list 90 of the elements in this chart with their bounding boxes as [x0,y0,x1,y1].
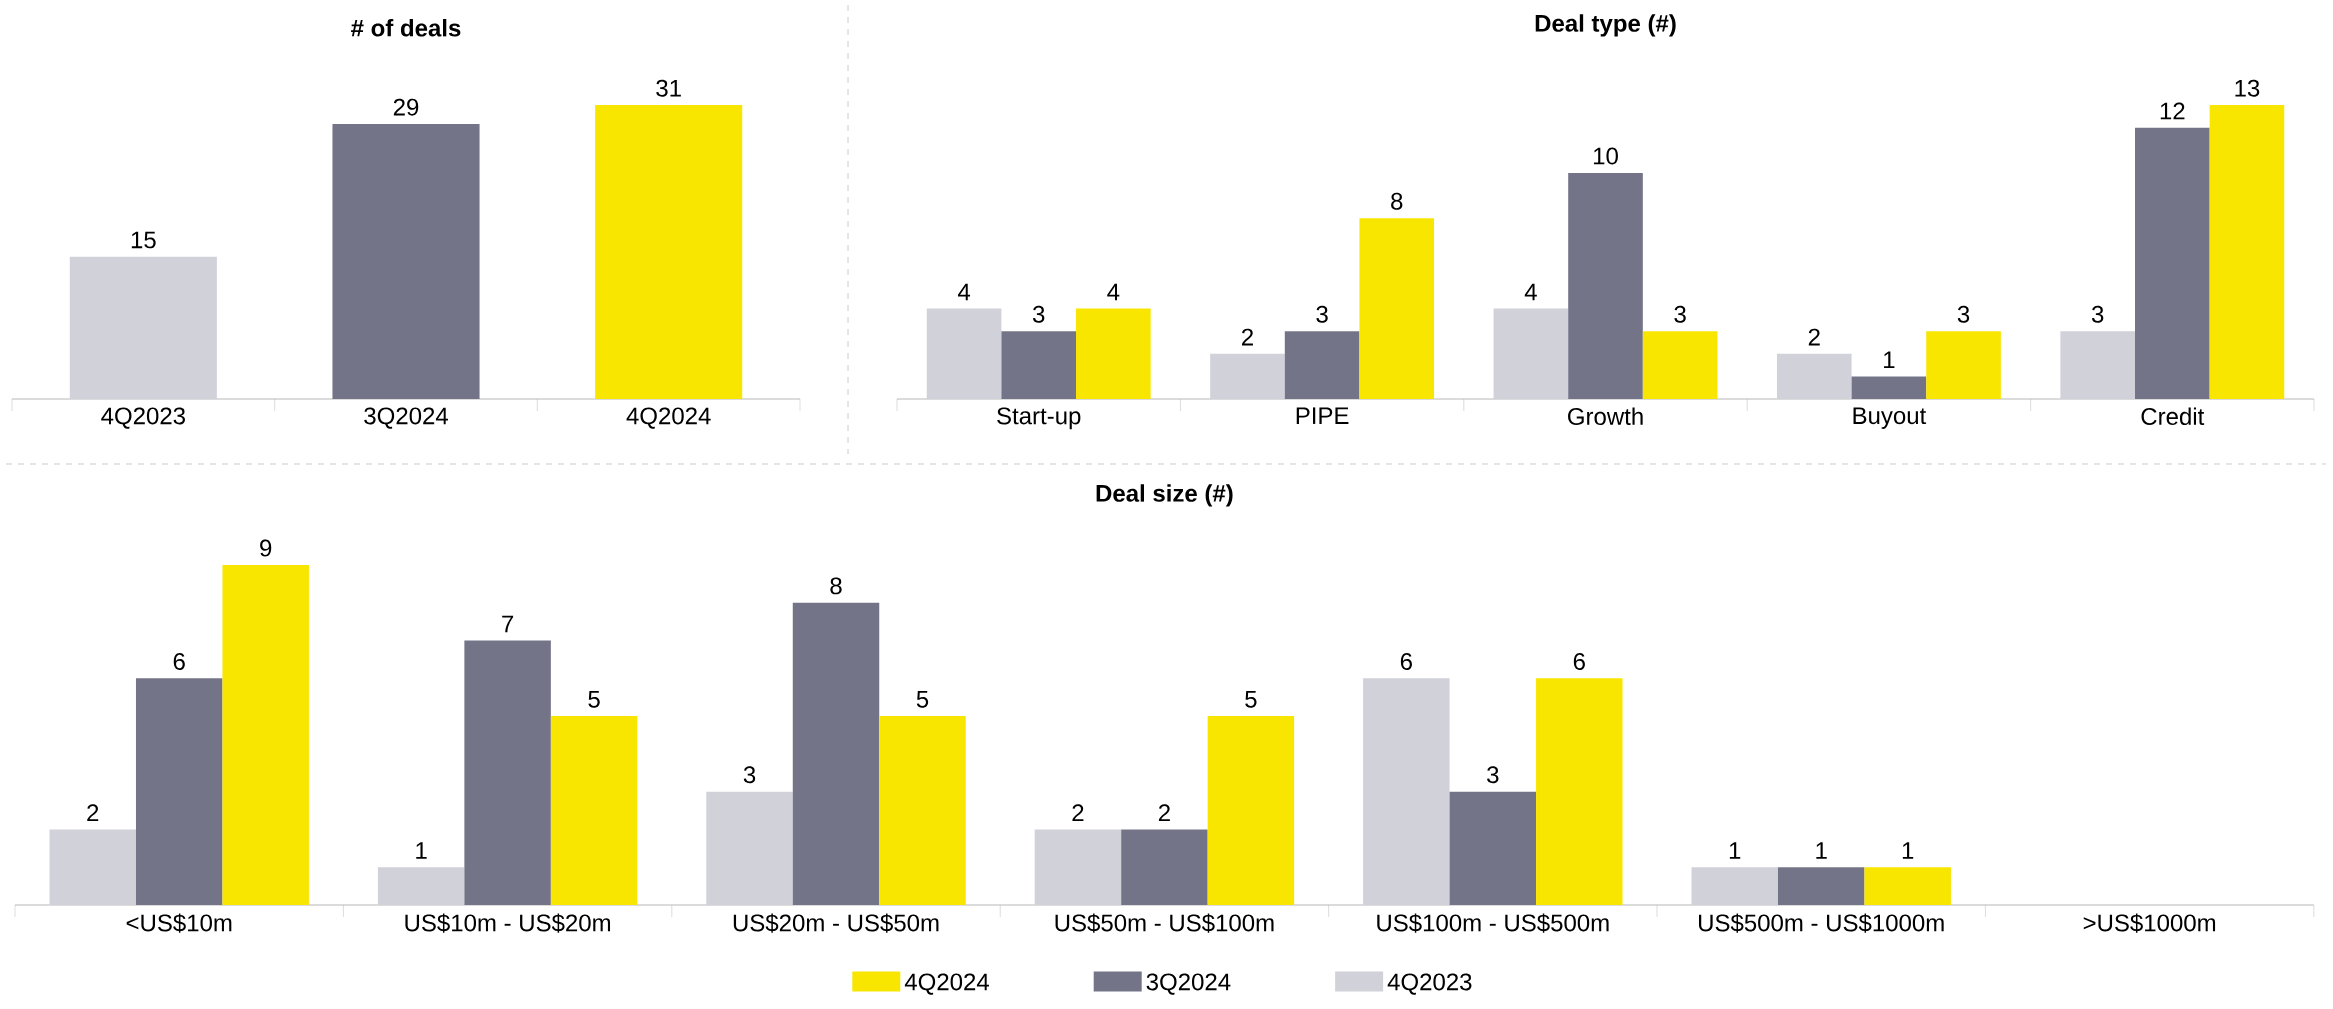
data-label: 3 [1316,305,1328,323]
bar [1691,867,1778,905]
bar [1776,353,1852,399]
data-label: 13 [2235,79,2260,97]
bar [135,678,223,905]
x-tick-label: PIPE [1296,407,1349,424]
bar [1121,829,1208,905]
x-tick-label: 4Q2024 [626,407,711,429]
data-label: 5 [916,690,929,708]
x-tick-label: US$10m - US$20m [405,913,611,933]
bar [1777,867,1865,905]
bar [1284,331,1360,399]
bar [1493,308,1569,399]
legend-label: 3Q2024 [1146,973,1231,995]
data-label: 6 [1573,652,1585,670]
data-label: 12 [2160,102,2185,120]
x-tick-label: 4Q2023 [101,407,185,429]
bar [1076,308,1151,399]
bar [2135,127,2210,399]
bar [550,716,638,905]
data-label: 3 [1487,766,1499,784]
x-tick-label: US$20m - US$50m [733,913,939,933]
bar [1536,678,1623,905]
bar [1864,867,1951,905]
chart-title: # of deals [351,18,461,37]
bar [706,791,793,905]
bar [377,867,465,905]
chart-title: Deal type (#) [1535,14,1676,37]
bar [1642,331,1718,399]
data-label: 5 [1245,690,1257,708]
data-label: 10 [1593,147,1618,165]
data-label: 6 [1400,652,1412,670]
bar [464,640,551,905]
bar [1034,829,1122,905]
x-tick-label: US$500m - US$1000m [1699,913,1944,933]
data-label: 3 [1674,305,1686,323]
data-label: 8 [1391,192,1403,210]
bar [792,602,880,905]
data-label: 8 [830,577,842,595]
data-label: 1 [1816,842,1827,859]
data-label: 3 [1957,305,1970,323]
data-label: 3 [2091,305,2104,323]
data-label: 1 [416,842,427,859]
data-label: 7 [502,615,514,633]
bar [1363,678,1450,905]
data-label: 2 [1242,328,1253,346]
x-tick-label: Growth [1568,407,1643,426]
data-label: 2 [1072,804,1084,822]
data-label: 6 [173,652,185,670]
bar [926,308,1002,399]
data-label: 5 [588,690,600,708]
data-label: 4 [957,283,971,301]
bar [1568,172,1643,399]
data-label: 4 [1107,283,1120,301]
data-label: 15 [131,231,156,249]
bar [1207,716,1295,905]
chart-title: Deal size (#) [1096,484,1233,507]
bar [222,565,309,905]
bar [1001,331,1077,399]
bar [1851,376,1927,399]
data-label: 9 [260,539,272,557]
legend-label: 4Q2024 [904,973,989,995]
bar [879,716,966,905]
x-tick-label: US$100m - US$500m [1377,913,1609,933]
data-label: 1 [1884,351,1895,368]
legend-label: 4Q2023 [1387,973,1472,995]
bar [1449,791,1537,905]
bar [1926,331,2001,399]
x-tick-label: 3Q2024 [364,407,448,429]
x-tick-label: Credit [2141,407,2205,426]
bar [2209,105,2285,399]
bar [1210,353,1285,399]
data-label: 3 [743,766,756,784]
data-label: 1 [1729,842,1741,859]
data-label: 1 [1902,842,1914,859]
data-label: 2 [1808,328,1820,346]
x-tick-label: >US$1000m [2083,913,2216,933]
data-label: 3 [1032,305,1045,323]
data-label: 29 [393,98,419,116]
data-label: 2 [87,804,99,822]
bar [2060,331,2135,399]
data-label: 31 [656,79,681,97]
bar [49,829,136,905]
data-label: 4 [1524,283,1537,301]
x-tick-label: <US$10m [126,913,232,933]
data-label: 2 [1158,804,1170,822]
x-tick-label: Buyout [1853,407,1927,429]
x-tick-label: US$50m - US$100m [1055,913,1274,933]
x-tick-label: Start-up [997,407,1081,430]
bar [1359,218,1435,399]
